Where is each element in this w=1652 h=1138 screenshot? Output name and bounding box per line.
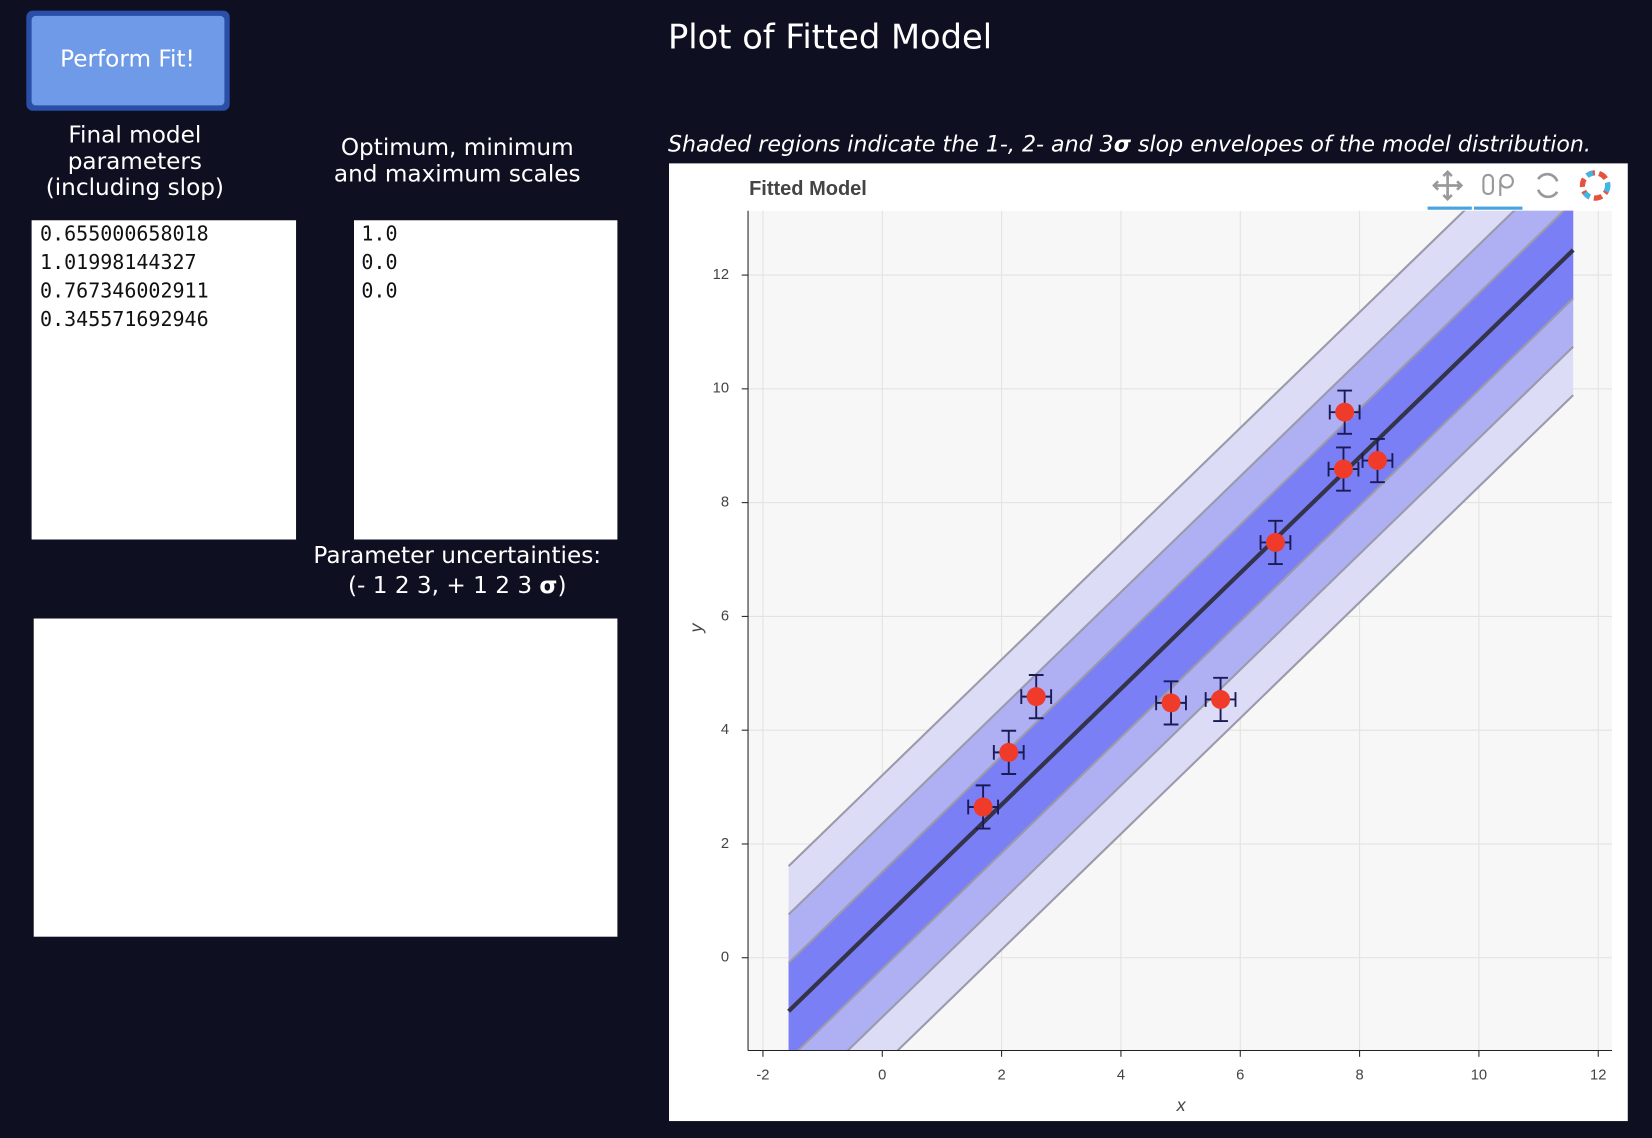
x-tick-label: 6: [1236, 1068, 1244, 1084]
parameter-value: 0.767346002911: [40, 278, 209, 302]
data-point: [973, 797, 993, 817]
x-tick-label: 2: [997, 1068, 1005, 1084]
scale-value: 0.0: [361, 250, 397, 274]
y-tick-label: 6: [721, 608, 729, 624]
band-edge: [787, 210, 1566, 964]
x-axis-label: x: [1176, 1095, 1187, 1115]
caption-part: slop envelopes of the model distribution…: [1131, 131, 1591, 157]
uncertainties-label: Parameter uncertainties:: [313, 542, 601, 569]
tool-active: [1473, 206, 1523, 210]
band-edge: [846, 345, 1574, 1051]
label-part: (- 1 2 3, + 1 2 3: [348, 571, 539, 598]
label-line: (including slop): [46, 174, 224, 201]
x-tick-label: 4: [1117, 1068, 1125, 1084]
caption-part: σ: [1114, 131, 1132, 157]
data-point: [999, 742, 1019, 762]
uncertainties-textarea[interactable]: [33, 618, 618, 937]
toolbar: [1427, 169, 1611, 210]
parameter-value: 0.345571692946: [40, 307, 209, 331]
data-point: [1368, 451, 1387, 471]
button-face: [31, 15, 225, 106]
data-point: [1265, 532, 1285, 552]
data-point: [1026, 687, 1046, 707]
x-tick-label: 8: [1355, 1068, 1363, 1084]
zoom-tool[interactable]: [1473, 173, 1523, 210]
band-edge: [787, 210, 1516, 916]
data-point: [1161, 693, 1181, 713]
data-point: [1333, 459, 1353, 479]
label-part: ): [557, 571, 566, 598]
caption-part: Shaded regions indicate the 1-, 2- and 3: [668, 131, 1114, 157]
plot-marks: [787, 210, 1575, 1051]
perform-fit-button[interactable]: Perform Fit!: [26, 10, 230, 111]
y-tick-label: 4: [721, 722, 729, 738]
y-tick-label: 12: [713, 267, 729, 283]
x-tick-label: 12: [1590, 1068, 1606, 1084]
data-point: [1335, 402, 1355, 422]
label-line: and maximum scales: [334, 160, 581, 187]
y-axis-label: y: [686, 622, 706, 634]
parameters-textarea[interactable]: [31, 220, 297, 540]
scale-value: 0.0: [361, 278, 397, 302]
band-edge: [787, 210, 1466, 867]
x-tick-label: -2: [756, 1068, 769, 1084]
pan-icon: [1432, 169, 1464, 202]
axes: -2 0 2 4 6 8 10 12 0 2 4 6 8 10 12: [713, 210, 1612, 1084]
y-tick-label: 2: [721, 836, 729, 852]
scales-textarea[interactable]: [354, 220, 618, 540]
caption: Shaded regions indicate the 1-, 2- and 3…: [668, 131, 1591, 157]
label-line: Final model: [68, 121, 201, 148]
data-point: [1211, 689, 1231, 709]
band-edge: [896, 394, 1574, 1051]
uncertainties-label: (- 1 2 3, + 1 2 3 σ): [348, 571, 567, 598]
band-edge: [796, 297, 1574, 1051]
reset-icon: [1536, 172, 1559, 199]
parameter-value: 0.655000658018: [40, 222, 209, 246]
scale-value: 1.0: [361, 222, 397, 246]
y-tick-label: 10: [713, 381, 729, 397]
y-tick-label: 0: [721, 950, 729, 966]
logo-ring: [1579, 170, 1611, 201]
model-line: [787, 248, 1575, 1013]
label-line: parameters: [68, 148, 202, 175]
tool-active: [1427, 206, 1472, 210]
bokeh-logo[interactable]: [1579, 170, 1611, 201]
scales-lines: 1.0 0.0 0.0: [361, 222, 397, 303]
reset-tool[interactable]: [1536, 172, 1559, 199]
plot-heading: Plot of Fitted Model: [668, 18, 992, 57]
pan-tool[interactable]: [1427, 169, 1472, 210]
label-part: σ: [539, 571, 557, 598]
y-tick-label: 8: [721, 495, 729, 511]
button-label: Perform Fit!: [60, 46, 195, 73]
parameter-value: 1.01998144327: [40, 250, 197, 274]
label-line: Optimum, minimum: [341, 134, 574, 161]
x-tick-label: 10: [1471, 1068, 1487, 1084]
x-tick-label: 0: [878, 1068, 886, 1084]
zoom-icon: [1482, 173, 1494, 195]
parameters-lines: 0.655000658018 1.01998144327 0.76734600291…: [40, 222, 209, 331]
chart-title: Fitted Model: [749, 178, 867, 200]
